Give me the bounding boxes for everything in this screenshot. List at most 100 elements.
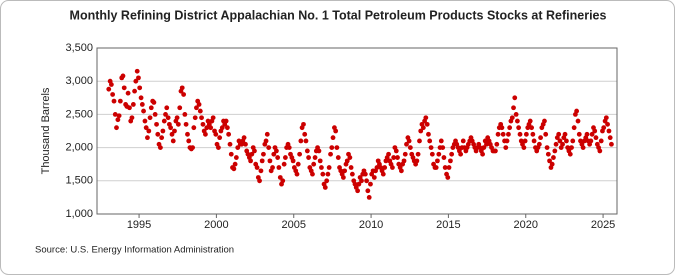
data-point bbox=[158, 145, 163, 151]
data-point bbox=[442, 165, 448, 170]
data-point bbox=[310, 171, 315, 177]
data-point bbox=[495, 131, 501, 137]
data-point bbox=[194, 105, 199, 111]
data-point bbox=[556, 131, 562, 137]
data-point bbox=[592, 128, 598, 134]
data-point bbox=[426, 131, 431, 137]
data-point bbox=[185, 131, 190, 137]
data-point bbox=[243, 141, 248, 147]
data-point bbox=[564, 138, 569, 144]
data-point bbox=[433, 165, 439, 170]
data-point bbox=[280, 178, 286, 184]
data-point bbox=[448, 158, 453, 164]
data-point bbox=[551, 155, 556, 160]
y-tick-label: 3,500 bbox=[65, 42, 93, 54]
data-point bbox=[414, 158, 420, 164]
chart-title: Monthly Refining District Appalachian No… bbox=[70, 8, 607, 22]
data-point bbox=[303, 138, 309, 144]
data-point bbox=[320, 171, 326, 177]
data-point bbox=[404, 141, 409, 147]
data-point bbox=[311, 161, 317, 167]
data-point bbox=[110, 92, 116, 97]
data-point bbox=[197, 108, 203, 114]
data-point bbox=[127, 105, 132, 111]
data-point bbox=[271, 151, 277, 157]
data-point bbox=[571, 125, 577, 131]
data-point bbox=[277, 175, 283, 180]
data-point bbox=[342, 168, 348, 174]
data-point bbox=[356, 181, 362, 187]
data-point bbox=[427, 138, 433, 144]
data-point bbox=[328, 151, 333, 157]
data-point bbox=[575, 118, 581, 124]
data-point bbox=[111, 98, 117, 104]
data-point bbox=[227, 141, 233, 147]
data-point bbox=[258, 168, 264, 174]
source-note: Source: U.S. Energy Information Administ… bbox=[35, 245, 234, 256]
data-point bbox=[155, 131, 161, 137]
data-point bbox=[364, 178, 369, 184]
data-point bbox=[593, 135, 599, 141]
data-point bbox=[522, 138, 528, 144]
data-point bbox=[146, 128, 152, 134]
data-point bbox=[549, 161, 555, 167]
data-point bbox=[297, 151, 303, 157]
data-point bbox=[349, 171, 355, 177]
data-point bbox=[545, 151, 551, 157]
data-point bbox=[395, 155, 400, 160]
data-point bbox=[165, 115, 171, 121]
data-point bbox=[514, 118, 520, 124]
data-point bbox=[484, 141, 489, 147]
data-point bbox=[177, 105, 183, 111]
data-point bbox=[134, 68, 140, 74]
data-point bbox=[607, 135, 613, 141]
data-point bbox=[172, 128, 177, 134]
y-tick-label: 1,000 bbox=[65, 208, 93, 220]
data-point bbox=[589, 131, 595, 137]
x-tick-label: 2000 bbox=[204, 219, 228, 231]
data-point bbox=[584, 131, 590, 137]
data-point bbox=[264, 131, 270, 137]
data-point bbox=[334, 145, 340, 151]
data-point bbox=[121, 85, 127, 91]
data-point bbox=[386, 151, 391, 157]
data-point bbox=[553, 141, 559, 147]
data-point bbox=[136, 75, 141, 81]
x-tick-label: 2005 bbox=[281, 219, 305, 231]
data-point bbox=[374, 165, 380, 170]
data-point bbox=[390, 165, 395, 170]
data-point bbox=[286, 145, 292, 151]
data-point bbox=[517, 131, 523, 137]
data-point bbox=[530, 131, 536, 137]
data-point bbox=[446, 165, 452, 170]
data-point bbox=[163, 112, 168, 117]
data-point bbox=[231, 166, 237, 172]
data-point bbox=[429, 151, 435, 157]
data-point bbox=[597, 148, 603, 154]
data-point bbox=[347, 155, 353, 160]
data-point bbox=[143, 125, 149, 131]
data-point bbox=[191, 125, 197, 131]
data-point bbox=[428, 145, 434, 151]
data-point bbox=[168, 125, 174, 131]
data-point bbox=[317, 158, 323, 164]
data-point bbox=[380, 171, 386, 177]
data-point bbox=[108, 82, 114, 87]
data-point bbox=[151, 100, 157, 105]
data-point bbox=[228, 151, 234, 157]
data-point bbox=[192, 115, 198, 121]
data-point bbox=[249, 151, 255, 157]
data-point bbox=[183, 121, 189, 127]
data-point bbox=[267, 158, 273, 164]
data-point bbox=[481, 145, 487, 151]
data-point bbox=[186, 138, 192, 144]
data-point bbox=[114, 125, 119, 131]
data-point bbox=[507, 125, 513, 131]
data-point bbox=[494, 141, 500, 147]
data-point bbox=[120, 73, 126, 79]
data-point bbox=[529, 125, 535, 131]
y-tick-label: 1,500 bbox=[65, 175, 93, 187]
data-point bbox=[266, 145, 272, 151]
data-point bbox=[601, 125, 607, 131]
